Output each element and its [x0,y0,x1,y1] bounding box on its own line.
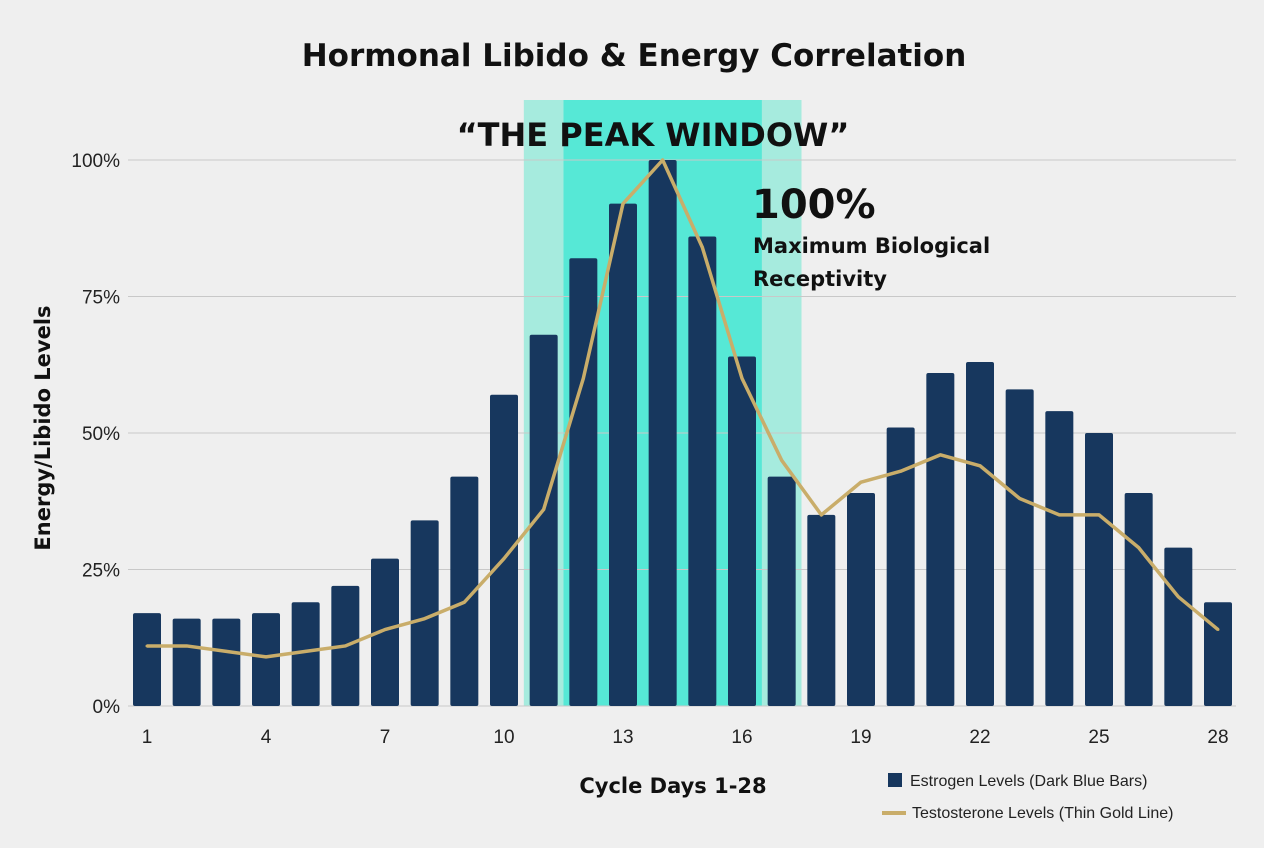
point-testosterone-day-1 [145,644,149,648]
bar-estrogen-day-8 [410,520,439,706]
chart-title: Hormonal Libido & Energy Correlation [302,38,967,74]
point-testosterone-day-15 [700,245,704,249]
legend-swatch-testosterone [882,811,906,815]
bar-estrogen-day-3 [212,618,241,706]
point-testosterone-day-10 [502,557,506,561]
bar-estrogen-day-18 [807,514,836,706]
bar-estrogen-day-12 [569,258,598,706]
point-testosterone-day-23 [1018,497,1022,501]
y-tick-label: 0% [93,697,121,718]
y-tick-label: 50% [82,424,120,445]
bar-estrogen-day-27 [1164,547,1193,706]
point-testosterone-day-27 [1176,595,1180,599]
bar-estrogen-day-19 [847,493,875,706]
bar-estrogen-day-17 [767,476,796,706]
bar-estrogen-day-16 [728,356,756,706]
legend-label-estrogen: Estrogen Levels (Dark Blue Bars) [910,773,1147,790]
point-testosterone-day-6 [343,644,347,648]
bar-estrogen-day-2 [172,618,201,706]
x-tick-label: 25 [1088,727,1109,748]
bar-estrogen-day-24 [1045,411,1074,706]
point-testosterone-day-5 [304,649,308,653]
legend-swatch-estrogen [888,773,902,787]
line-testosterone [147,158,1220,659]
point-testosterone-day-24 [1057,513,1061,517]
point-testosterone-day-20 [899,469,903,473]
point-testosterone-day-21 [938,453,942,457]
x-tick-label: 22 [969,727,990,748]
point-testosterone-day-9 [462,600,466,604]
x-axis-label: Cycle Days 1-28 [579,774,766,798]
x-tick-label: 28 [1207,727,1228,748]
annotation-line2: Receptivity [753,267,887,291]
bar-estrogen-day-5 [291,602,320,706]
point-testosterone-day-18 [819,513,823,517]
legend-label-testosterone: Testosterone Levels (Thin Gold Line) [912,805,1173,822]
point-testosterone-day-2 [185,644,189,648]
point-testosterone-day-14 [661,158,665,162]
x-tick-label: 7 [380,727,391,748]
point-testosterone-day-12 [581,376,585,380]
bar-estrogen-day-7 [371,558,399,706]
bar-estrogen-day-9 [450,476,479,706]
bar-estrogen-day-4 [252,613,280,706]
bar-estrogen-day-23 [1005,389,1034,706]
y-tick-label: 25% [82,561,120,582]
bar-estrogen-day-20 [886,427,915,706]
y-tick-label: 100% [71,151,120,172]
x-tick-label: 19 [850,727,871,748]
bar-estrogen-day-13 [609,203,637,706]
x-tick-label: 1 [142,727,153,748]
bar-estrogen-day-10 [490,394,518,706]
bar-estrogen-day-25 [1085,433,1113,706]
bar-estrogen-day-11 [529,334,558,706]
y-axis-label: Energy/Libido Levels [31,305,55,550]
point-testosterone-day-16 [740,376,744,380]
bar-estrogen-day-1 [133,613,161,706]
point-testosterone-day-19 [859,480,863,484]
bar-estrogen-day-28 [1204,602,1232,706]
legend: Estrogen Levels (Dark Blue Bars) Testost… [882,773,1173,822]
point-testosterone-day-11 [542,507,546,511]
x-tick-label: 10 [493,727,514,748]
point-testosterone-day-4 [264,655,268,659]
point-testosterone-day-17 [780,458,784,462]
peak-window-label: “THE PEAK WINDOW” [457,116,850,154]
bar-estrogen-day-14 [648,160,677,706]
y-tick-label: 75% [82,288,120,309]
point-testosterone-day-22 [978,464,982,468]
annotation-line1: Maximum Biological [753,234,990,258]
annotation-value: 100% [752,182,876,228]
point-testosterone-day-7 [383,628,387,632]
x-tick-label: 13 [612,727,633,748]
bar-estrogen-day-21 [926,372,955,706]
x-tick-label: 16 [731,727,752,748]
x-tick-label: 4 [261,727,272,748]
point-testosterone-day-13 [621,202,625,206]
point-testosterone-day-8 [423,617,427,621]
bar-estrogen-day-22 [966,362,994,706]
point-testosterone-day-26 [1137,546,1141,550]
bar-estrogen-day-26 [1124,493,1153,706]
point-testosterone-day-28 [1216,628,1220,632]
point-testosterone-day-3 [224,649,228,653]
point-testosterone-day-25 [1097,513,1101,517]
bar-estrogen-day-15 [688,236,717,706]
